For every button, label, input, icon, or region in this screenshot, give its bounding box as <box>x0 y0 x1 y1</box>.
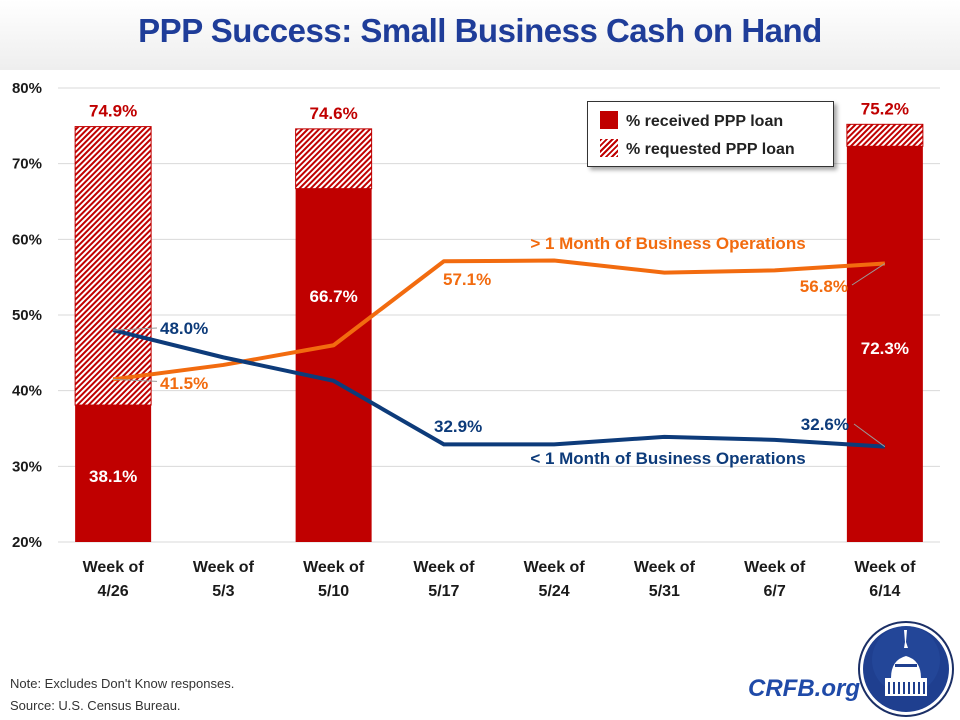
capitol-dome-seal-icon <box>858 621 954 717</box>
bar-total-label: 75.2% <box>861 99 909 118</box>
point-label: 32.6% <box>801 415 849 434</box>
x-tick-label: Week of <box>303 559 365 576</box>
y-tick-label: 30% <box>12 458 42 475</box>
point-label: 56.8% <box>800 277 848 296</box>
bar-received-label: 66.7% <box>310 287 358 306</box>
y-tick-label: 70% <box>12 156 42 173</box>
x-axis-ticks: Week of 4/26 Week of 5/3 Week of 5/10 Week of 5… <box>83 559 916 600</box>
y-tick-label: 40% <box>12 383 42 400</box>
y-tick-label: 80% <box>12 80 42 97</box>
x-tick-label: 4/26 <box>98 583 129 600</box>
y-tick-label: 20% <box>12 534 42 551</box>
bar-received-label: 72.3% <box>861 339 909 358</box>
x-tick-label: 6/14 <box>869 583 900 600</box>
leader-line <box>113 378 158 382</box>
x-tick-label: 6/7 <box>764 583 786 600</box>
bar-requested <box>295 128 373 190</box>
bar-total-label: 74.9% <box>89 102 137 121</box>
crfb-link[interactable]: CRFB.org <box>748 675 860 702</box>
bar-received <box>846 146 923 542</box>
point-label: 41.5% <box>160 374 208 393</box>
title-banner: PPP Success: Small Business Cash on Hand <box>0 0 960 70</box>
x-tick-label: Week of <box>634 559 696 576</box>
x-tick-label: Week of <box>744 559 806 576</box>
x-tick-label: 5/3 <box>212 583 234 600</box>
x-tick-label: 5/17 <box>428 583 459 600</box>
leader-line <box>851 263 886 286</box>
bar-received <box>75 405 152 542</box>
legend-item-received: % received PPP loan <box>600 111 783 131</box>
series-label-under-1-month: < 1 Month of Business Operations <box>530 449 805 468</box>
lines <box>112 258 885 449</box>
point-label: 32.9% <box>434 417 482 436</box>
x-tick-label: Week of <box>83 559 145 576</box>
solid-swatch-icon <box>600 111 618 129</box>
y-axis-ticks: 20% 30% 40% 50% 60% 70% 80% <box>12 80 42 551</box>
chart-title: PPP Success: Small Business Cash on Hand <box>138 12 822 49</box>
x-tick-label: 5/24 <box>539 583 570 600</box>
y-tick-label: 50% <box>12 307 42 324</box>
x-tick-label: Week of <box>193 559 255 576</box>
legend-label-received: % received PPP loan <box>626 113 784 130</box>
point-label: 48.0% <box>160 319 208 338</box>
line-over-1-month <box>112 258 885 382</box>
bar-received <box>295 188 372 543</box>
series-label-over-1-month: > 1 Month of Business Operations <box>530 234 805 253</box>
source-text: Source: U.S. Census Bureau. <box>10 698 181 713</box>
x-tick-label: 5/31 <box>649 583 680 600</box>
y-tick-label: 60% <box>12 231 42 248</box>
bar-total-label: 74.6% <box>310 104 358 123</box>
hatched-swatch-icon <box>600 139 618 157</box>
x-tick-label: 5/10 <box>318 583 349 600</box>
bar-received-label: 38.1% <box>89 467 137 486</box>
note-text: Note: Excludes Don't Know responses. <box>10 676 235 691</box>
line-under-1-month <box>112 328 885 449</box>
bar-requested <box>846 123 924 147</box>
point-label: 57.1% <box>443 270 491 289</box>
bars <box>74 123 924 543</box>
x-tick-label: Week of <box>854 559 916 576</box>
x-tick-label: Week of <box>524 559 586 576</box>
legend: % received PPP loan % requested PPP loan <box>587 101 834 167</box>
leader-line <box>853 423 886 448</box>
data-labels: 74.9% 74.6% 75.2% 38.1% 66.7% 72.3% > 1 Month … <box>89 99 909 486</box>
leader-line <box>113 327 158 331</box>
legend-item-requested: % requested PPP loan <box>600 139 795 159</box>
legend-label-requested: % requested PPP loan <box>626 141 795 158</box>
x-tick-label: Week of <box>413 559 475 576</box>
bar-requested <box>74 126 152 406</box>
